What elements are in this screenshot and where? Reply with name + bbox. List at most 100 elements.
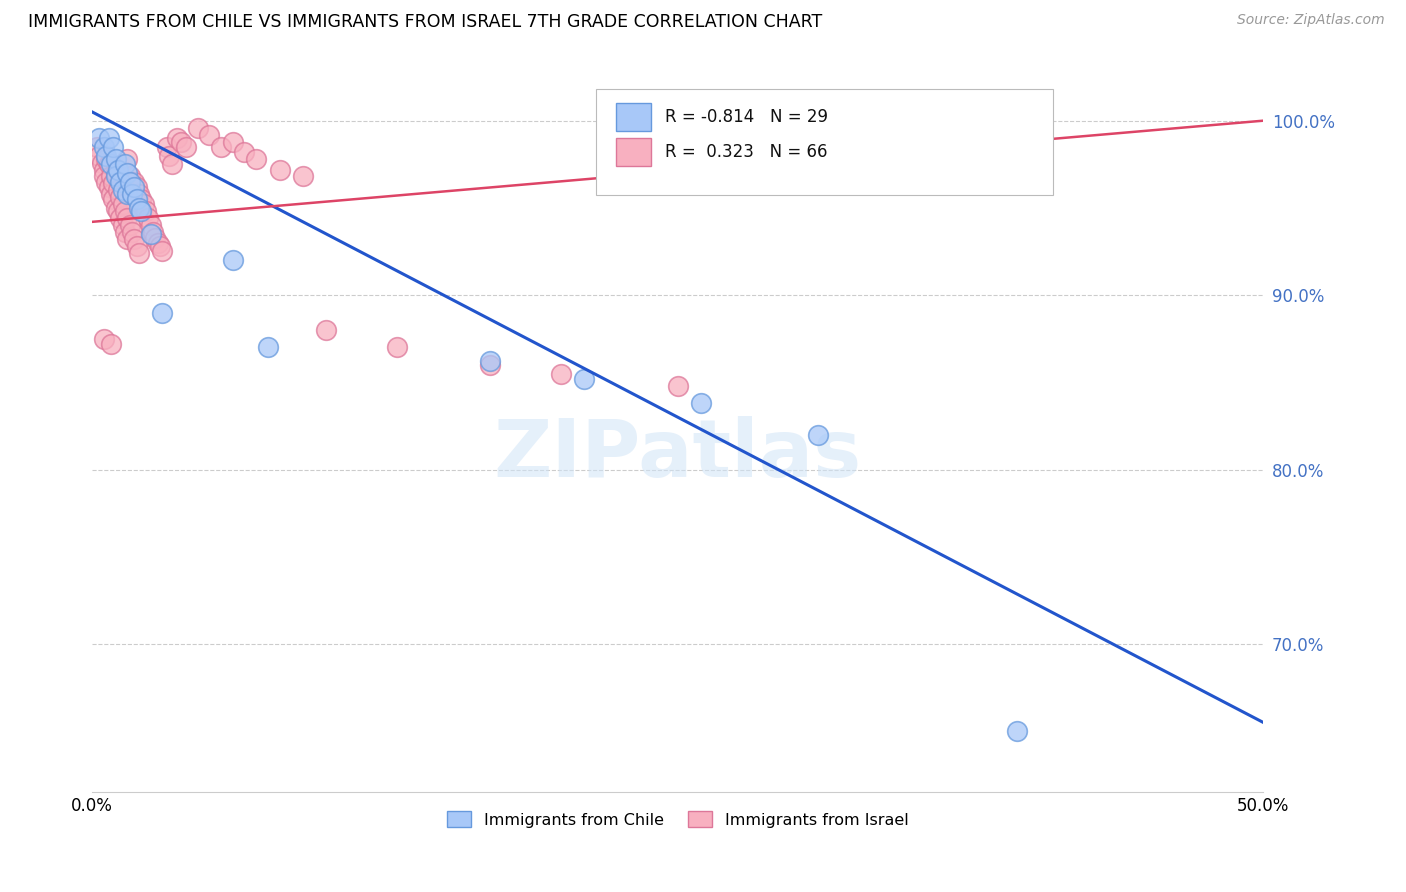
Point: [187, 120, 209, 135]
Point: [97, 180, 120, 194]
Point: [107, 183, 129, 197]
Point: [124, 175, 146, 189]
Point: [222, 135, 245, 149]
Point: [100, 186, 122, 201]
Point: [118, 169, 141, 184]
Point: [100, 169, 122, 184]
Point: [103, 192, 125, 206]
Point: [145, 230, 167, 244]
Point: [152, 305, 174, 319]
Point: [117, 232, 139, 246]
Point: [96, 152, 118, 166]
Point: [90, 155, 112, 169]
Point: [174, 140, 197, 154]
Point: [131, 192, 153, 206]
Point: [666, 379, 689, 393]
Point: [96, 175, 118, 189]
Point: [166, 131, 188, 145]
Point: [93, 169, 115, 184]
Point: [222, 253, 245, 268]
Point: [86, 140, 108, 154]
Point: [97, 157, 120, 171]
Point: [160, 157, 183, 171]
Point: [125, 180, 148, 194]
Point: [110, 175, 132, 189]
Point: [159, 148, 181, 162]
Point: [257, 341, 280, 355]
Point: [89, 131, 111, 145]
Point: [139, 219, 162, 233]
Point: [124, 180, 146, 194]
Point: [135, 204, 157, 219]
FancyBboxPatch shape: [616, 138, 651, 166]
Point: [385, 341, 408, 355]
Point: [110, 190, 132, 204]
Point: [117, 186, 139, 201]
Point: [131, 204, 153, 219]
Legend: Immigrants from Chile, Immigrants from Israel: Immigrants from Chile, Immigrants from I…: [439, 803, 917, 836]
Point: [110, 211, 132, 226]
Point: [209, 140, 232, 154]
Point: [104, 201, 127, 215]
Point: [111, 197, 134, 211]
Point: [121, 186, 143, 201]
Point: [96, 148, 118, 162]
Point: [198, 128, 221, 142]
Point: [1007, 724, 1029, 739]
Point: [132, 197, 155, 211]
Point: [117, 152, 139, 166]
Point: [100, 337, 122, 351]
Point: [103, 140, 125, 154]
Point: [146, 235, 169, 250]
Point: [315, 323, 337, 337]
FancyBboxPatch shape: [616, 103, 651, 130]
Point: [690, 396, 713, 410]
Point: [93, 140, 115, 154]
Point: [107, 162, 129, 177]
Point: [149, 239, 172, 253]
Point: [103, 177, 125, 191]
Point: [572, 372, 595, 386]
Text: IMMIGRANTS FROM CHILE VS IMMIGRANTS FROM ISRAEL 7TH GRADE CORRELATION CHART: IMMIGRANTS FROM CHILE VS IMMIGRANTS FROM…: [28, 13, 823, 31]
Point: [170, 135, 193, 149]
Point: [117, 211, 139, 226]
Point: [93, 332, 115, 346]
Point: [118, 175, 141, 189]
Point: [114, 204, 136, 219]
Point: [97, 131, 120, 145]
Point: [550, 367, 572, 381]
Point: [479, 354, 502, 368]
Point: [128, 186, 150, 201]
Point: [292, 169, 315, 184]
Point: [125, 192, 148, 206]
Text: R =  0.323   N = 66: R = 0.323 N = 66: [665, 143, 827, 161]
Point: [114, 157, 136, 171]
Point: [233, 145, 256, 159]
Point: [114, 225, 136, 239]
Point: [124, 232, 146, 246]
Point: [104, 169, 127, 184]
Point: [104, 152, 127, 166]
Point: [111, 183, 134, 197]
FancyBboxPatch shape: [596, 89, 1053, 195]
Point: [118, 219, 141, 233]
Point: [121, 225, 143, 239]
Point: [245, 152, 267, 166]
Point: [104, 166, 127, 180]
Point: [269, 162, 291, 177]
Point: [152, 244, 174, 259]
Point: [111, 219, 134, 233]
Point: [156, 140, 179, 154]
Point: [100, 157, 122, 171]
Point: [128, 246, 150, 260]
Point: [479, 358, 502, 372]
Point: [139, 227, 162, 241]
Point: [117, 166, 139, 180]
Text: Source: ZipAtlas.com: Source: ZipAtlas.com: [1237, 13, 1385, 28]
Point: [128, 201, 150, 215]
Point: [93, 162, 115, 177]
Point: [89, 148, 111, 162]
Point: [807, 427, 830, 442]
Point: [142, 225, 165, 239]
Point: [107, 204, 129, 219]
